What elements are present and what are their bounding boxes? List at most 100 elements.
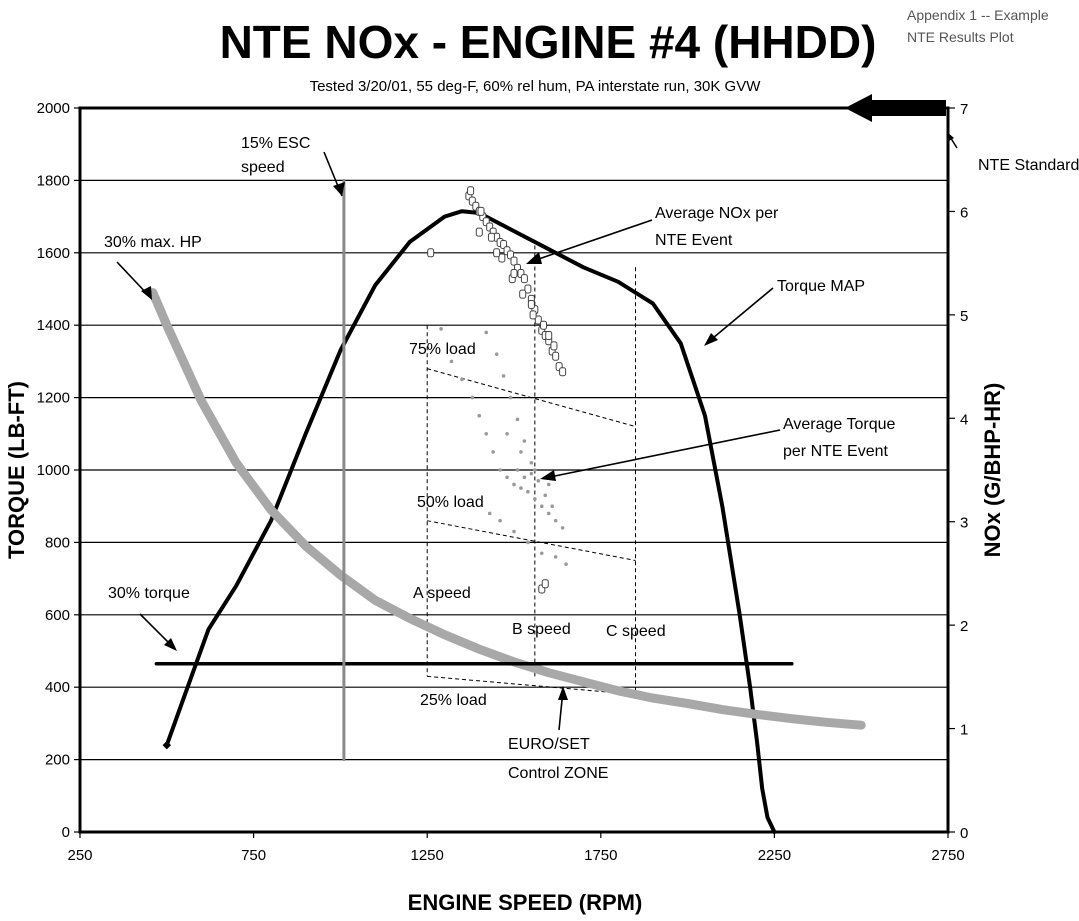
- nox-point: [498, 253, 506, 263]
- torque-point: [546, 482, 551, 487]
- torque-point: [498, 468, 502, 472]
- torque-point: [487, 511, 492, 516]
- y-tick-label: 1800: [37, 172, 70, 189]
- nox-point: [487, 232, 495, 242]
- max-hp-label: 30% max. HP: [104, 234, 202, 251]
- y-tick-label: 2000: [37, 100, 70, 117]
- torque-point: [477, 413, 482, 418]
- chart-title: NTE NOx - ENGINE #4 (HHDD): [220, 16, 877, 68]
- torque-point: [526, 489, 530, 494]
- torque-point: [533, 497, 537, 501]
- nox-point: [550, 341, 558, 351]
- y2-tick-label: 0: [960, 825, 968, 842]
- torque-point: [505, 475, 509, 480]
- y-tick-label: 200: [45, 752, 70, 769]
- avg-torque-arrow: [544, 429, 781, 479]
- nox-point: [493, 248, 501, 258]
- torque-point: [515, 468, 520, 472]
- torque-point: [494, 352, 499, 356]
- avg-torque-label-line1: Average Torque: [783, 416, 895, 433]
- x-axis-title: ENGINE SPEED (RPM): [408, 890, 643, 915]
- grid-layer: [80, 179, 948, 761]
- y2-axis-title: NOx (G/BHP-HR): [980, 383, 1005, 558]
- y2-tick-label: 4: [960, 411, 968, 428]
- torque-point: [522, 475, 527, 480]
- torque-map-label: Torque MAP: [777, 278, 865, 295]
- torque-point: [526, 540, 530, 545]
- esc-arrowhead-icon: [333, 182, 345, 196]
- torque-point: [460, 377, 464, 382]
- torque-point: [553, 518, 558, 523]
- torque-30-label: 30% torque: [108, 585, 190, 602]
- nox-point: [475, 227, 483, 237]
- torque-point: [484, 432, 489, 436]
- esc-speed-label-line1: 15% ESC: [241, 135, 310, 152]
- euro-set-arrowhead-icon: [558, 686, 568, 700]
- esc-speed-label-line2: speed: [241, 159, 285, 176]
- nox-point: [529, 310, 537, 320]
- avg-nox-label-line2: NTE Event: [655, 232, 733, 249]
- torque-point: [564, 562, 568, 566]
- y2-tick-label: 7: [960, 101, 968, 118]
- nox-point: [540, 320, 548, 330]
- euro-set-label-line1: EURO/SET: [508, 736, 590, 753]
- y2-tick-label: 1: [960, 722, 968, 739]
- torque-point: [529, 460, 534, 465]
- torque-point: [543, 493, 548, 498]
- x-tick-label: 2250: [758, 847, 791, 864]
- x-tick-label: 250: [67, 847, 92, 864]
- nox-point: [545, 331, 553, 341]
- y-tick-label: 600: [45, 607, 70, 624]
- torque-map-arrow: [706, 287, 774, 344]
- load-50-label: 50% load: [417, 494, 484, 511]
- nox-point: [524, 284, 532, 294]
- y-tick-label: 0: [62, 824, 70, 841]
- load-line: [427, 520, 636, 561]
- plot-frame: [78, 106, 950, 834]
- appendix-label-line2: NTE Results Plot: [907, 29, 1014, 45]
- nox-point: [552, 351, 560, 361]
- max-hp-arrowhead-icon: [141, 286, 152, 300]
- torque-point: [519, 486, 523, 490]
- torque-point: [550, 504, 554, 509]
- torque-point: [546, 511, 551, 516]
- torque-point: [512, 529, 516, 534]
- torque-point: [491, 450, 495, 454]
- x-tick-label: 1750: [584, 847, 617, 864]
- y2-tick-label: 2: [960, 618, 968, 635]
- b-speed-label: B speed: [512, 621, 571, 638]
- torque-map-arrowhead-icon: [704, 333, 718, 346]
- c-speed-label: C speed: [606, 623, 666, 640]
- y-tick-label: 400: [45, 679, 70, 696]
- nox-point: [519, 289, 527, 299]
- torque-point: [539, 504, 544, 509]
- torque-point: [533, 468, 537, 472]
- nox-point: [527, 300, 535, 310]
- torque-point: [498, 518, 502, 523]
- y-tick-label: 1600: [37, 245, 70, 262]
- nte-standard-arrow-icon: [845, 94, 946, 122]
- y2-tick-label: 3: [960, 515, 968, 532]
- torque-point: [560, 526, 565, 530]
- appendix-label-line1: Appendix 1 -- Example: [907, 7, 1049, 23]
- y-tick-label: 1000: [37, 462, 70, 479]
- nox-point: [510, 256, 518, 266]
- torque-point: [515, 417, 520, 422]
- nox-point: [541, 579, 549, 589]
- nox-point: [427, 248, 435, 258]
- y-tick-label: 1400: [37, 317, 70, 334]
- y2-tick-label: 6: [960, 204, 968, 221]
- avg-torque-arrowhead-icon: [540, 470, 556, 481]
- torque-point: [501, 374, 506, 378]
- avg-nox-arrowhead-icon: [526, 252, 542, 264]
- a-speed-label: A speed: [413, 585, 471, 602]
- euro-set-label-line2: Control ZONE: [508, 765, 608, 782]
- avg-nox-arrow: [529, 219, 653, 263]
- torque-point: [449, 359, 454, 364]
- torque-point: [470, 395, 475, 400]
- avg-torque-label-line2: per NTE Event: [783, 443, 888, 460]
- series-layer: [148, 178, 866, 834]
- torque-point: [505, 432, 509, 436]
- torque-point: [484, 330, 489, 335]
